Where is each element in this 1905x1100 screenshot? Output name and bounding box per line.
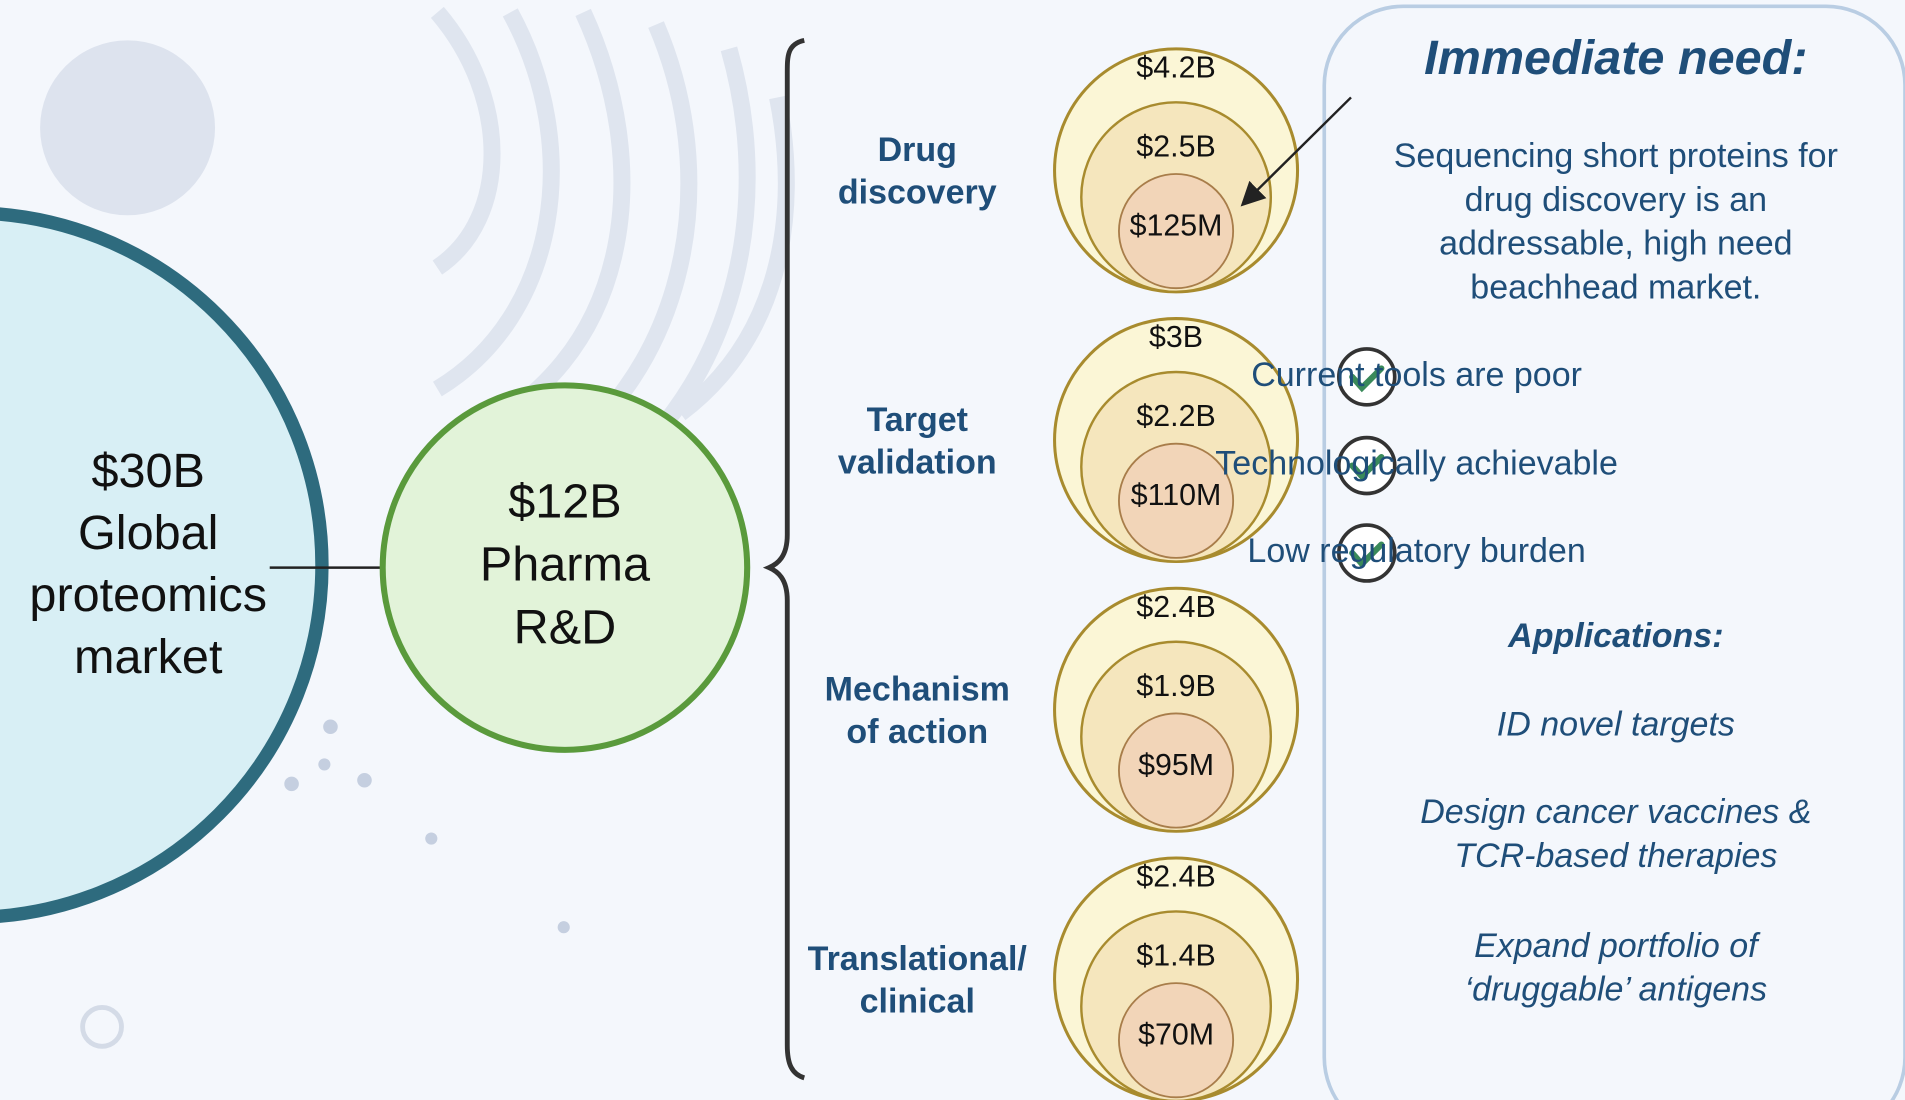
stage-label: of action (846, 713, 988, 751)
stage-label: Mechanism (825, 671, 1010, 709)
market-value: $4.2B (1136, 52, 1215, 85)
application-item: ‘druggable’ antigens (1465, 971, 1767, 1009)
check-label: Current tools are poor (1251, 356, 1582, 394)
market-value: $2.4B (1136, 591, 1215, 624)
market-value: $2.4B (1136, 861, 1215, 894)
market-value: $2.2B (1136, 400, 1215, 433)
panel-title: Immediate need: (1424, 31, 1807, 85)
global-market-label: proteomics (29, 568, 267, 622)
stage-label: validation (838, 443, 997, 481)
market-value: $125M (1130, 209, 1223, 242)
pharma-label: R&D (514, 601, 617, 655)
global-market-label: Global (78, 506, 218, 560)
pharma-label: $12B (508, 474, 621, 528)
check-label: Technologically achievable (1215, 445, 1618, 483)
market-value: $70M (1138, 1019, 1214, 1052)
market-value: $1.4B (1136, 940, 1215, 973)
global-market-label: $30B (91, 444, 204, 498)
applications-title: Applications: (1507, 617, 1723, 655)
panel-description: drug discovery is an (1465, 181, 1767, 219)
application-item: TCR-based therapies (1454, 837, 1777, 875)
global-market-label: market (74, 630, 223, 684)
stage-label: clinical (860, 983, 975, 1021)
panel-description: addressable, high need (1439, 225, 1793, 263)
application-item: Expand portfolio of (1474, 927, 1761, 965)
diagram: $30B Global proteomics market $12B Pharma R&D D… (0, 0, 1905, 1100)
stage-label: Translational/ (808, 940, 1028, 978)
market-value: $2.5B (1136, 130, 1215, 163)
market-value: $110M (1131, 479, 1222, 512)
market-value: $3B (1149, 321, 1203, 354)
panel-description: Sequencing short proteins for (1394, 137, 1838, 175)
application-item: Design cancer vaccines & (1420, 793, 1811, 831)
panel-description: beachhead market. (1470, 268, 1761, 306)
stage-label: Target (867, 401, 968, 439)
market-value: $95M (1138, 749, 1214, 782)
stage-label: discovery (838, 174, 997, 212)
market-value: $1.9B (1136, 670, 1215, 703)
application-item: ID novel targets (1497, 706, 1735, 744)
pharma-label: Pharma (480, 537, 651, 591)
stage-label: Drug (878, 131, 957, 169)
check-label: Low regulatory burden (1247, 532, 1585, 570)
